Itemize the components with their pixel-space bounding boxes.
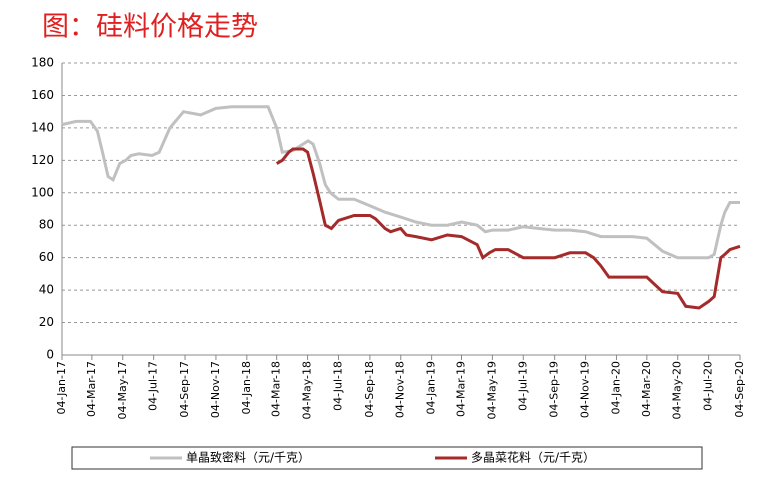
y-tick-label: 0 bbox=[46, 348, 54, 362]
x-tick-label: 04-Nov-18 bbox=[394, 361, 407, 418]
y-tick-label: 100 bbox=[31, 185, 54, 199]
series-line bbox=[275, 147, 741, 310]
x-tick-label: 04-Jan-19 bbox=[425, 361, 438, 415]
y-tick-label: 140 bbox=[31, 120, 54, 134]
x-tick-label: 04-Sep-17 bbox=[178, 361, 191, 418]
y-tick-label: 160 bbox=[31, 88, 54, 102]
series-line bbox=[61, 105, 740, 260]
x-tick-label: 04-Sep-18 bbox=[363, 361, 376, 418]
x-tick-label: 04-May-19 bbox=[485, 361, 498, 419]
y-tick-label: 80 bbox=[39, 218, 54, 232]
legend-box bbox=[71, 446, 703, 470]
legend-label: 单晶致密料（元/千克） bbox=[186, 450, 310, 465]
x-tick-label: 04-Nov-19 bbox=[579, 361, 592, 418]
x-tick-label: 04-Jul-18 bbox=[331, 361, 344, 411]
x-tick-label: 04-Jan-18 bbox=[240, 361, 253, 415]
y-tick-label: 120 bbox=[31, 153, 54, 167]
x-tick-label: 04-Jul-17 bbox=[147, 361, 160, 411]
x-tick-label: 04-Mar-18 bbox=[270, 361, 283, 417]
x-tick-label: 04-Mar-20 bbox=[640, 361, 653, 417]
x-tick-label: 04-Jan-17 bbox=[55, 361, 68, 415]
x-tick-label: 04-Mar-17 bbox=[85, 361, 98, 417]
x-tick-label: 04-Nov-17 bbox=[209, 361, 222, 418]
x-tick-label: 04-Jan-20 bbox=[609, 361, 622, 415]
x-tick-label: 04-May-20 bbox=[671, 361, 684, 419]
x-tick-label: 04-Jul-19 bbox=[516, 361, 529, 411]
x-tick-label: 04-Sep-20 bbox=[733, 361, 746, 418]
x-tick-label: 04-May-17 bbox=[116, 361, 129, 419]
y-tick-label: 40 bbox=[39, 283, 54, 297]
x-tick-label: 04-Jul-20 bbox=[702, 361, 715, 411]
x-tick-label: 04-May-18 bbox=[301, 361, 314, 419]
y-tick-label: 60 bbox=[39, 250, 54, 264]
y-tick-label: 180 bbox=[31, 56, 54, 70]
chart-title: 图：硅料价格走势 bbox=[42, 12, 258, 43]
x-tick-label: 04-Sep-19 bbox=[548, 361, 561, 418]
x-tick-label: 04-Mar-19 bbox=[455, 361, 468, 417]
legend-label: 多晶菜花料（元/千克） bbox=[471, 450, 595, 465]
y-tick-label: 20 bbox=[39, 315, 54, 329]
